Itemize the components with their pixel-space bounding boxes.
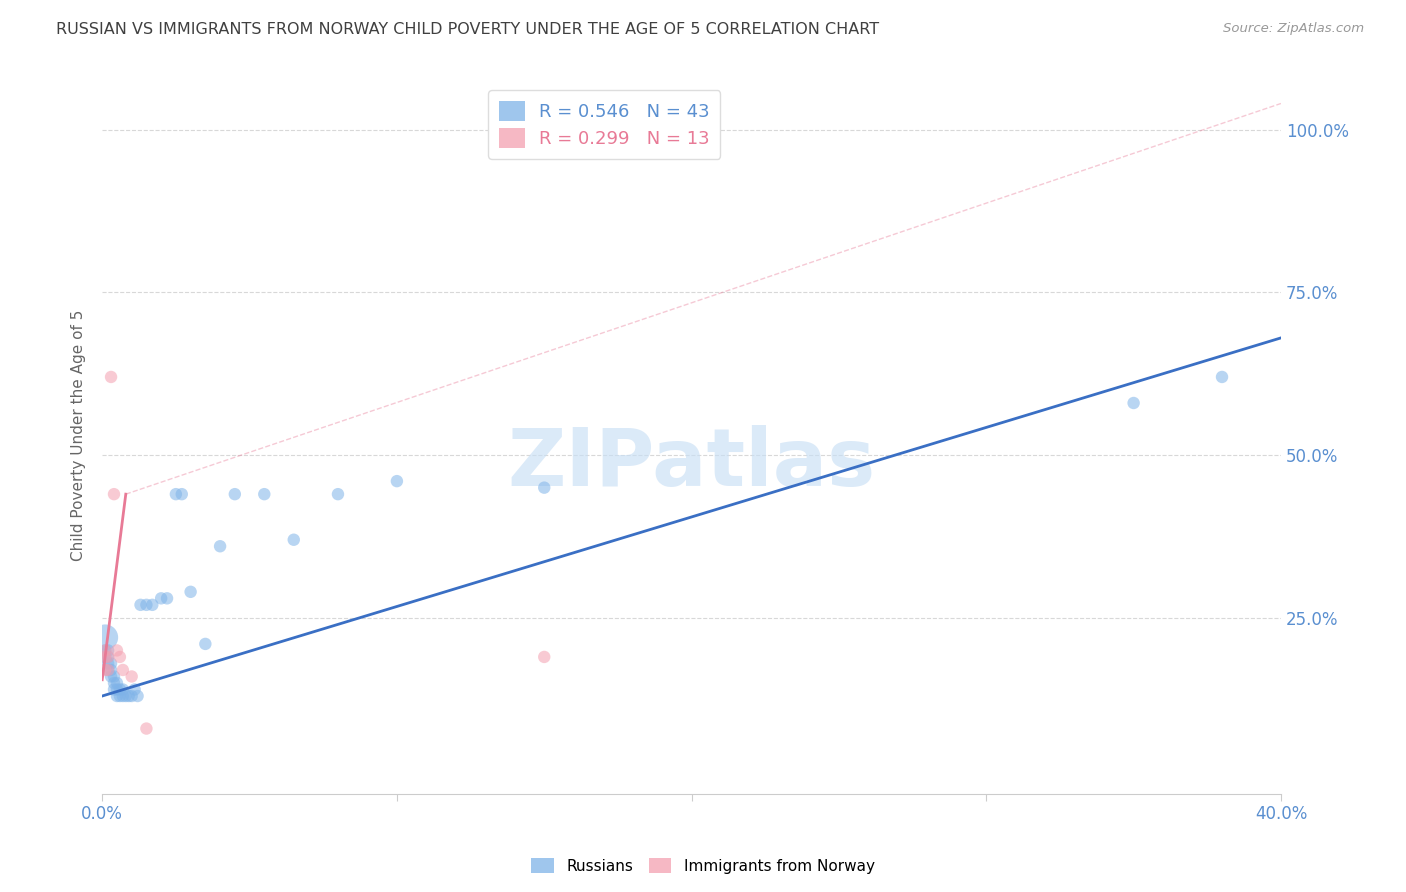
Point	[385, 474, 408, 488]
Point	[111, 663, 134, 677]
Point	[105, 689, 128, 703]
Point	[127, 689, 149, 703]
Point	[94, 631, 117, 645]
Point	[121, 669, 143, 683]
Point	[150, 591, 173, 606]
Point	[97, 649, 120, 664]
Point	[103, 682, 125, 697]
Text: RUSSIAN VS IMMIGRANTS FROM NORWAY CHILD POVERTY UNDER THE AGE OF 5 CORRELATION C: RUSSIAN VS IMMIGRANTS FROM NORWAY CHILD …	[56, 22, 879, 37]
Point	[94, 663, 117, 677]
Point	[253, 487, 276, 501]
Point	[97, 663, 120, 677]
Point	[194, 637, 217, 651]
Point	[97, 657, 120, 671]
Point	[105, 682, 128, 697]
Point	[111, 689, 134, 703]
Point	[533, 481, 555, 495]
Point	[121, 689, 143, 703]
Point	[180, 584, 202, 599]
Point	[94, 649, 117, 664]
Y-axis label: Child Poverty Under the Age of 5: Child Poverty Under the Age of 5	[72, 310, 86, 561]
Point	[108, 689, 131, 703]
Point	[326, 487, 349, 501]
Point	[97, 643, 120, 657]
Point	[1211, 370, 1233, 384]
Point	[94, 643, 117, 657]
Point	[105, 643, 128, 657]
Point	[141, 598, 163, 612]
Text: ZIPatlas: ZIPatlas	[508, 425, 876, 503]
Point	[283, 533, 305, 547]
Point	[165, 487, 187, 501]
Point	[1122, 396, 1144, 410]
Point	[103, 669, 125, 683]
Point	[114, 689, 136, 703]
Point	[97, 649, 120, 664]
Point	[100, 669, 122, 683]
Point	[533, 649, 555, 664]
Point	[103, 676, 125, 690]
Text: Source: ZipAtlas.com: Source: ZipAtlas.com	[1223, 22, 1364, 36]
Point	[224, 487, 246, 501]
Point	[100, 663, 122, 677]
Point	[103, 487, 125, 501]
Point	[170, 487, 193, 501]
Point	[129, 598, 152, 612]
Point	[111, 682, 134, 697]
Point	[94, 649, 117, 664]
Point	[105, 676, 128, 690]
Point	[100, 657, 122, 671]
Point	[209, 539, 232, 553]
Point	[94, 643, 117, 657]
Point	[108, 649, 131, 664]
Point	[108, 682, 131, 697]
Point	[135, 598, 157, 612]
Point	[135, 722, 157, 736]
Point	[156, 591, 179, 606]
Point	[97, 663, 120, 677]
Legend: Russians, Immigrants from Norway: Russians, Immigrants from Norway	[526, 852, 880, 880]
Point	[100, 370, 122, 384]
Point	[118, 689, 141, 703]
Point	[124, 682, 146, 697]
Legend: R = 0.546   N = 43, R = 0.299   N = 13: R = 0.546 N = 43, R = 0.299 N = 13	[488, 90, 720, 159]
